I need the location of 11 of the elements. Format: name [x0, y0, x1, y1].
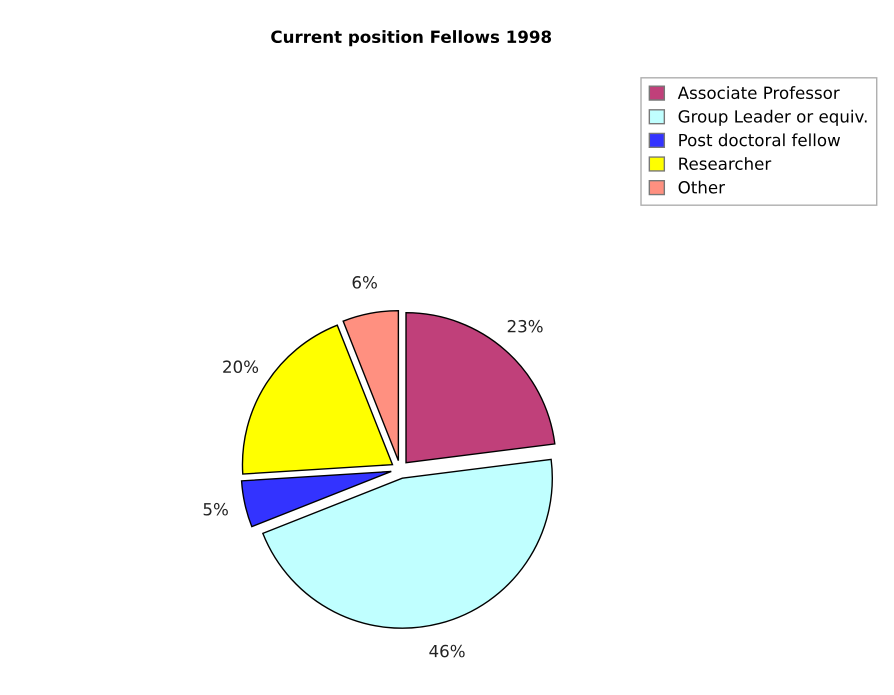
legend-label: Post doctoral fellow — [679, 133, 840, 146]
data-label: 6% — [352, 276, 377, 289]
legend-label: Associate Professor — [678, 86, 840, 100]
legend-label: Other — [678, 180, 725, 194]
data-label: 5% — [204, 502, 228, 516]
data-label: 46% — [429, 644, 465, 658]
chart-title: Current position Fellows 1998 — [271, 30, 552, 46]
data-label: 20% — [223, 360, 258, 374]
legend-label: Researcher — [679, 157, 772, 170]
legend-label: Group Leader or equiv. — [678, 110, 867, 126]
data-label: 23% — [508, 320, 543, 333]
